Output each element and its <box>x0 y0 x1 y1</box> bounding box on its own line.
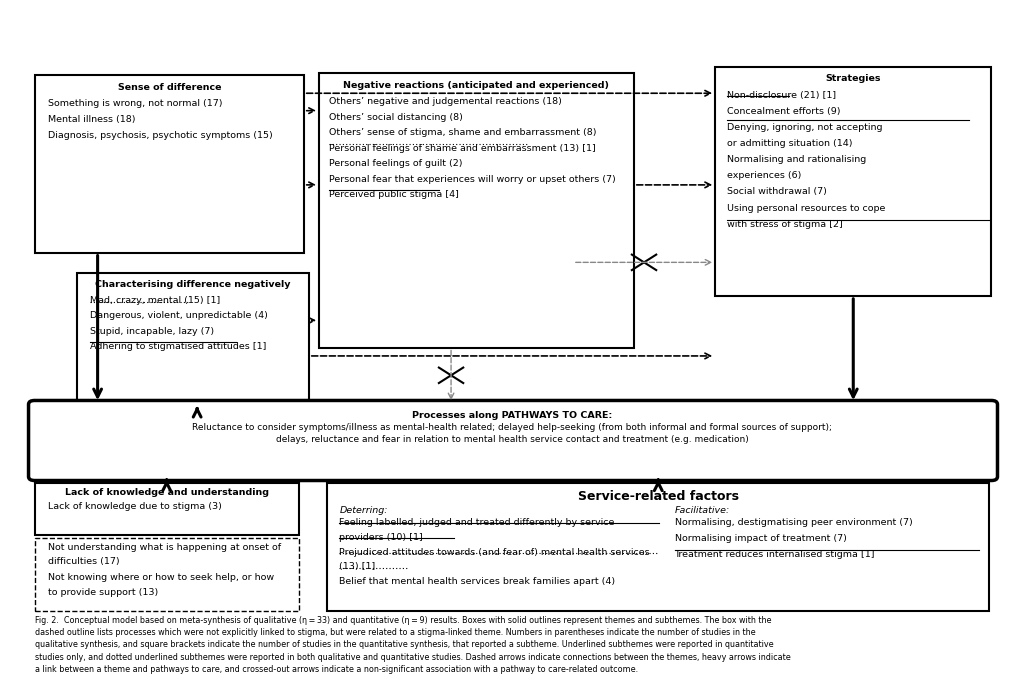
Text: providers (10) [1]: providers (10) [1] <box>339 533 423 542</box>
Text: Something is wrong, not normal (17): Something is wrong, not normal (17) <box>48 99 222 108</box>
Text: Others’ social distancing (8): Others’ social distancing (8) <box>329 113 463 122</box>
Text: Others’ negative and judgemental reactions (18): Others’ negative and judgemental reactio… <box>329 97 562 106</box>
Text: Facilitative:: Facilitative: <box>675 506 730 515</box>
Text: Social withdrawal (7): Social withdrawal (7) <box>727 187 827 196</box>
FancyBboxPatch shape <box>327 483 989 611</box>
Text: Deterring:: Deterring: <box>339 506 388 515</box>
Text: Not understanding what is happening at onset of: Not understanding what is happening at o… <box>48 543 281 552</box>
Text: Personal fear that experiences will worry or upset others (7): Personal fear that experiences will worr… <box>329 174 615 183</box>
Text: (13) [1]: (13) [1] <box>339 562 376 572</box>
FancyBboxPatch shape <box>29 400 997 481</box>
Text: or admitting situation (14): or admitting situation (14) <box>727 139 853 148</box>
Text: experiences (6): experiences (6) <box>727 171 802 181</box>
Text: Normalising, destigmatising peer environment (7): Normalising, destigmatising peer environ… <box>675 518 912 527</box>
Text: to provide support (13): to provide support (13) <box>48 588 158 596</box>
Text: with stress of stigma [2]: with stress of stigma [2] <box>727 220 843 228</box>
Text: Belief that mental health services break families apart (4): Belief that mental health services break… <box>339 577 615 586</box>
Text: Mental illness (18): Mental illness (18) <box>48 115 135 124</box>
Text: Personal feelings of guilt (2): Personal feelings of guilt (2) <box>329 159 463 168</box>
Text: Feeling labelled, judged and treated differently by service: Feeling labelled, judged and treated dif… <box>339 518 614 527</box>
Text: Treatment reduces internalised stigma [1]: Treatment reduces internalised stigma [1… <box>675 550 874 560</box>
Text: Fig. 2.  Conceptual model based on meta-synthesis of qualitative (η = 33) and qu: Fig. 2. Conceptual model based on meta-s… <box>35 616 791 674</box>
Text: Strategies: Strategies <box>825 74 881 83</box>
FancyBboxPatch shape <box>77 274 309 412</box>
Text: Not knowing where or how to seek help, or how: Not knowing where or how to seek help, o… <box>48 573 274 583</box>
Text: Others’ sense of stigma, shame and embarrassment (8): Others’ sense of stigma, shame and embar… <box>329 128 597 137</box>
Text: Lack of knowledge due to stigma (3): Lack of knowledge due to stigma (3) <box>48 503 222 512</box>
Text: Prejudiced attitudes towards (and fear of) mental health services: Prejudiced attitudes towards (and fear o… <box>339 548 650 557</box>
Text: Sense of difference: Sense of difference <box>118 83 221 92</box>
Text: Stupid, incapable, lazy (7): Stupid, incapable, lazy (7) <box>90 327 215 336</box>
Text: Reluctance to consider symptoms/illness as mental-health related; delayed help-s: Reluctance to consider symptoms/illness … <box>193 423 831 432</box>
Text: Normalising and rationalising: Normalising and rationalising <box>727 155 866 164</box>
Text: Personal feelings of shame and embarrassment (13) [1]: Personal feelings of shame and embarrass… <box>329 144 596 153</box>
Text: Diagnosis, psychosis, psychotic symptoms (15): Diagnosis, psychosis, psychotic symptoms… <box>48 131 272 140</box>
FancyBboxPatch shape <box>35 538 299 611</box>
Text: Negative reactions (anticipated and experienced): Negative reactions (anticipated and expe… <box>343 81 609 90</box>
Text: Normalising impact of treatment (7): Normalising impact of treatment (7) <box>675 534 847 543</box>
FancyBboxPatch shape <box>35 75 304 252</box>
Text: Lack of knowledge and understanding: Lack of knowledge and understanding <box>65 488 268 497</box>
Text: Non-disclosure (21) [1]: Non-disclosure (21) [1] <box>727 91 837 100</box>
FancyBboxPatch shape <box>319 73 634 347</box>
Text: delays, reluctance and fear in relation to mental health service contact and tre: delays, reluctance and fear in relation … <box>275 435 749 444</box>
Text: Service-related factors: Service-related factors <box>578 490 738 503</box>
Text: Dangerous, violent, unpredictable (4): Dangerous, violent, unpredictable (4) <box>90 311 268 320</box>
Text: Perceived public stigma [4]: Perceived public stigma [4] <box>329 190 459 199</box>
Text: difficulties (17): difficulties (17) <box>48 557 120 566</box>
FancyBboxPatch shape <box>715 67 991 296</box>
Text: Processes along PATHWAYS TO CARE:: Processes along PATHWAYS TO CARE: <box>412 411 612 420</box>
Text: Mad, crazy, mental (15) [1]: Mad, crazy, mental (15) [1] <box>90 296 221 305</box>
Text: Concealment efforts (9): Concealment efforts (9) <box>727 107 841 116</box>
Text: Characterising difference negatively: Characterising difference negatively <box>95 280 291 289</box>
Text: Denying, ignoring, not accepting: Denying, ignoring, not accepting <box>727 123 883 132</box>
Text: Adhering to stigmatised attitudes [1]: Adhering to stigmatised attitudes [1] <box>90 343 267 352</box>
FancyBboxPatch shape <box>35 483 299 535</box>
Text: Using personal resources to cope: Using personal resources to cope <box>727 204 886 213</box>
